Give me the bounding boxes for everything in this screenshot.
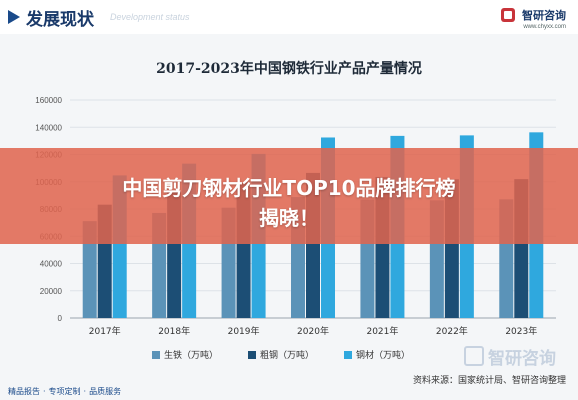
brand-url: www.chyxx.com: [523, 24, 566, 30]
y-tick-label: 0: [58, 314, 63, 323]
footer-link-custom[interactable]: 专项定制: [48, 387, 81, 396]
x-tick-label: 2020年: [297, 325, 329, 337]
brand-name: 智研咨询: [522, 8, 566, 22]
y-tick-label: 40000: [40, 260, 63, 269]
data-source: 资料来源：国家统计局、智研咨询整理: [412, 376, 566, 386]
legend-label: 生铁（万吨）: [164, 351, 219, 361]
y-tick-label: 140000: [35, 123, 62, 132]
brand-logo-icon: [500, 7, 515, 22]
legend-item: 粗钢（万吨）: [248, 348, 314, 361]
legend-swatch: [248, 351, 256, 359]
headline-banner: 中国剪刀钢材行业TOP10品牌排行榜 揭晓！: [0, 148, 578, 244]
footer-link-reports[interactable]: 精品报告: [8, 387, 40, 396]
legend-item: 生铁（万吨）: [152, 348, 218, 361]
legend-label: 钢材（万吨）: [356, 351, 411, 361]
x-tick-label: 2018年: [158, 325, 190, 337]
y-tick-label: 20000: [40, 287, 63, 296]
footer-link-service[interactable]: 品质服务: [89, 387, 122, 396]
x-tick-label: 2023年: [505, 325, 537, 337]
legend-swatch: [152, 351, 160, 359]
x-tick-label: 2021年: [366, 325, 398, 337]
watermark: 智研咨询: [464, 344, 556, 369]
legend-label: 粗钢（万吨）: [260, 351, 315, 361]
watermark-logo-icon: [464, 346, 484, 366]
header-bar: 发展现状 Development status 智研咨询 www.chyxx.c…: [0, 0, 578, 34]
legend-item: 钢材（万吨）: [344, 348, 410, 361]
footer-links: 精品报告 · 专项定制 · 品质服务: [8, 387, 122, 396]
x-tick-label: 2022年: [436, 325, 468, 337]
section-title: 发展现状: [26, 10, 94, 30]
watermark-text: 智研咨询: [488, 349, 556, 369]
section-marker-icon: [8, 10, 20, 24]
x-tick-label: 2019年: [228, 325, 260, 337]
y-tick-label: 160000: [35, 96, 62, 105]
chart-title: 2017-2023年中国钢铁行业产品产量情况: [156, 61, 422, 77]
x-tick-label: 2017年: [89, 325, 121, 337]
brand-logo: 智研咨询 www.chyxx.com: [500, 4, 566, 30]
legend-swatch: [344, 351, 352, 359]
section-subtitle: Development status: [110, 12, 190, 22]
bar: [82, 221, 97, 318]
headline-line-2: 揭晓！: [259, 206, 319, 230]
headline-line-1: 中国剪刀钢材行业TOP10品牌排行榜: [122, 176, 456, 200]
